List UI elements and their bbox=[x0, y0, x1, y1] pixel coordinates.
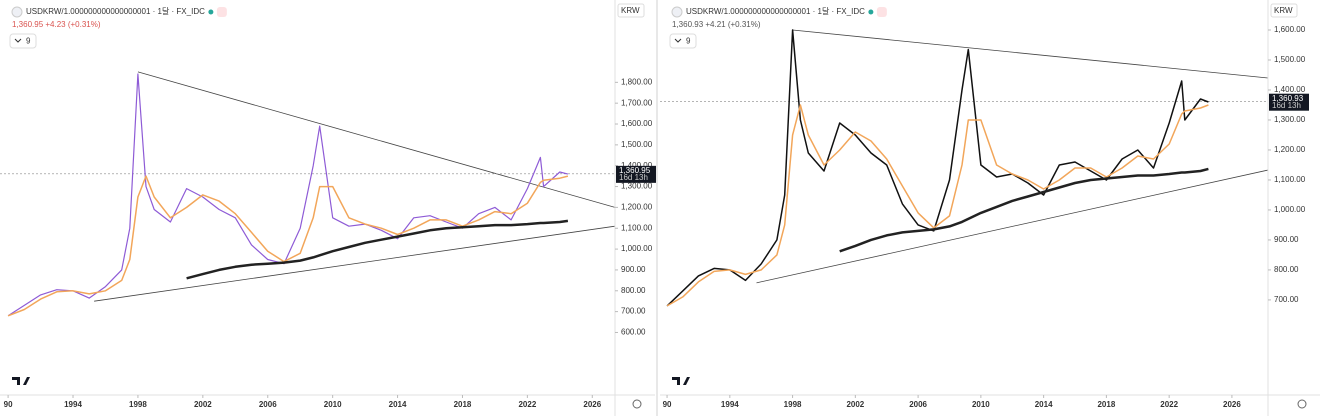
y-tick-label: 1,000.00 bbox=[1274, 205, 1306, 214]
y-tick-label: 1,400.00 bbox=[621, 161, 653, 170]
x-tick-label: 2010 bbox=[324, 400, 342, 409]
x-tick-label: 2018 bbox=[1097, 400, 1115, 409]
x-tick-label: 2014 bbox=[1035, 400, 1053, 409]
x-tick-label: 2006 bbox=[909, 400, 927, 409]
y-tick-label: 1,300.00 bbox=[621, 182, 653, 191]
y-tick-label: 1,000.00 bbox=[621, 244, 653, 253]
trendline bbox=[756, 169, 1268, 284]
currency-box bbox=[1270, 3, 1298, 18]
x-tick-label: 2014 bbox=[389, 400, 407, 409]
x-tick-label: 2022 bbox=[518, 400, 536, 409]
x-tick-label: 2026 bbox=[1223, 400, 1241, 409]
x-tick-label: 90 bbox=[4, 400, 13, 409]
indicator-toggle bbox=[9, 33, 37, 49]
trendline bbox=[137, 71, 615, 208]
x-tick-label: 90 bbox=[663, 400, 672, 409]
settings-icon bbox=[632, 399, 642, 409]
quote: 1,360.95 +4.23 (+0.31%) bbox=[12, 20, 101, 29]
countdown: 16d 13h bbox=[619, 173, 648, 182]
symbol-icon bbox=[671, 6, 683, 18]
y-tick-label: 700.00 bbox=[1274, 295, 1299, 304]
status-flag bbox=[876, 7, 887, 17]
y-tick-label: 1,300.00 bbox=[1274, 115, 1306, 124]
y-tick-label: 900.00 bbox=[621, 265, 646, 274]
x-tick-label: 2022 bbox=[1160, 400, 1178, 409]
x-tick-label: 1994 bbox=[64, 400, 82, 409]
x-tick-label: 2026 bbox=[583, 400, 601, 409]
status-dot bbox=[868, 9, 874, 15]
x-tick-label: 1998 bbox=[784, 400, 802, 409]
x-tick-label: 1998 bbox=[129, 400, 147, 409]
y-tick-label: 1,200.00 bbox=[1274, 145, 1306, 154]
x-tick-label: 2002 bbox=[846, 400, 864, 409]
y-tick-label: 1,600.00 bbox=[1274, 25, 1306, 34]
symbol-title: USDKRW/1.000000000000000001 · 1달 · FX_ID… bbox=[26, 7, 205, 16]
price-line bbox=[186, 219, 569, 280]
y-tick-label: 700.00 bbox=[621, 307, 646, 316]
price-label-box bbox=[1269, 93, 1309, 111]
tv-logo bbox=[672, 377, 690, 385]
price-label: 1,360.95 bbox=[619, 166, 651, 175]
x-tick-label: 2006 bbox=[259, 400, 277, 409]
trendline bbox=[792, 29, 1268, 79]
status-dot bbox=[208, 9, 214, 15]
x-tick-label: 2010 bbox=[972, 400, 990, 409]
price-line bbox=[666, 104, 1209, 307]
indicator-count: 9 bbox=[686, 37, 691, 46]
symbol-icon bbox=[11, 6, 23, 18]
plot bbox=[0, 71, 615, 317]
y-tick-label: 1,400.00 bbox=[1274, 85, 1306, 94]
price-line bbox=[7, 175, 569, 317]
y-tick-label: 1,100.00 bbox=[621, 223, 653, 232]
quote: 1,360.93 +4.21 (+0.31%) bbox=[672, 20, 761, 29]
price-line bbox=[839, 167, 1209, 253]
price-line bbox=[666, 29, 1209, 307]
price-label-box bbox=[616, 165, 656, 183]
y-tick-label: 1,500.00 bbox=[1274, 55, 1306, 64]
chevron bbox=[14, 38, 22, 43]
x-tick-label: 2018 bbox=[454, 400, 472, 409]
x-tick-label: 1994 bbox=[721, 400, 739, 409]
trendline bbox=[94, 225, 615, 302]
y-tick-label: 1,500.00 bbox=[621, 140, 653, 149]
currency: KRW bbox=[1274, 6, 1293, 15]
price-label: 1,360.93 bbox=[1272, 94, 1304, 103]
currency-box bbox=[617, 3, 645, 18]
plot bbox=[660, 29, 1268, 307]
indicator-count: 9 bbox=[26, 37, 31, 46]
status-flag bbox=[216, 7, 227, 17]
symbol-title: USDKRW/1.000000000000000001 · 1달 · FX_ID… bbox=[686, 7, 865, 16]
countdown: 16d 13h bbox=[1272, 101, 1301, 110]
y-tick-label: 800.00 bbox=[1274, 265, 1299, 274]
tv-logo bbox=[12, 377, 30, 385]
chevron bbox=[674, 38, 682, 43]
indicator-toggle bbox=[669, 33, 697, 49]
currency: KRW bbox=[621, 6, 640, 15]
y-tick-label: 1,100.00 bbox=[1274, 175, 1306, 184]
y-tick-label: 1,200.00 bbox=[621, 203, 653, 212]
y-tick-label: 1,800.00 bbox=[621, 77, 653, 86]
settings-icon bbox=[1297, 399, 1307, 409]
y-tick-label: 600.00 bbox=[621, 328, 646, 337]
price-line bbox=[7, 73, 569, 317]
y-tick-label: 1,700.00 bbox=[621, 98, 653, 107]
y-tick-label: 900.00 bbox=[1274, 235, 1299, 244]
x-tick-label: 2002 bbox=[194, 400, 212, 409]
y-tick-label: 800.00 bbox=[621, 286, 646, 295]
y-tick-label: 1,600.00 bbox=[621, 119, 653, 128]
